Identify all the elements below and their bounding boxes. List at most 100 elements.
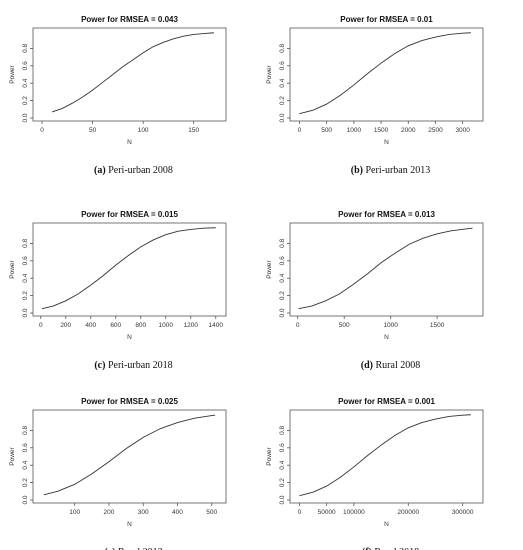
y-tick-label: 0.8 <box>279 239 286 248</box>
y-tick-label: 0.6 <box>22 256 29 265</box>
data-point <box>339 293 340 294</box>
data-point <box>298 308 299 309</box>
data-point <box>299 113 300 114</box>
data-point <box>153 46 154 47</box>
data-point <box>435 36 436 37</box>
caption-text: Rural 2008 <box>373 360 420 371</box>
data-point <box>394 53 395 54</box>
panel-caption: (e) Rural 2013 <box>104 547 162 550</box>
x-axis-label: N <box>384 139 389 146</box>
data-point <box>340 477 341 478</box>
chart-title: Power for RMSEA = 0.013 <box>338 210 435 219</box>
data-point <box>395 252 396 253</box>
plot-frame <box>289 222 484 317</box>
data-point <box>215 415 216 416</box>
data-point <box>41 308 42 309</box>
data-point <box>423 238 424 239</box>
data-point <box>215 227 216 228</box>
data-point <box>194 418 195 419</box>
plot-frame <box>32 409 227 504</box>
data-point <box>178 231 179 232</box>
data-point <box>380 63 381 64</box>
data-point <box>115 265 116 266</box>
data-point <box>470 414 471 415</box>
power-curve-line <box>41 227 216 310</box>
x-tick-label: 200000 <box>397 509 419 516</box>
x-tick-label: 100 <box>69 509 80 516</box>
y-axis-label: Power <box>9 64 16 83</box>
data-point <box>190 229 191 230</box>
data-point <box>353 466 354 467</box>
caption-letter: (c) <box>94 360 105 371</box>
data-point <box>381 262 382 263</box>
data-point <box>193 34 194 35</box>
caption-text: Rural 2018 <box>372 547 419 550</box>
data-point <box>173 38 174 39</box>
x-tick-label: 0 <box>298 127 302 134</box>
x-tick-label: 300000 <box>452 509 474 516</box>
chart-title: Power for RMSEA = 0.025 <box>81 397 178 406</box>
x-tick-label: 600 <box>110 322 121 329</box>
data-point <box>103 275 104 276</box>
data-point <box>394 435 395 436</box>
data-point <box>112 74 113 75</box>
caption-text: Rural 2013 <box>115 547 162 550</box>
data-point <box>74 484 75 485</box>
chart-panel-1: Power for RMSEA = 0.01 0.0 0.2 0.4 0.6 0.8 Pow… <box>266 15 484 176</box>
x-tick-label: 2500 <box>428 127 443 134</box>
x-tick-label: 200 <box>60 322 71 329</box>
data-point <box>409 244 410 245</box>
data-point <box>470 32 471 33</box>
caption-letter: (a) <box>94 165 106 176</box>
x-tick-label: 1000 <box>383 322 398 329</box>
x-axis-label: N <box>127 139 132 146</box>
power-curve-line <box>52 32 214 113</box>
panel-caption: (b) Peri-urban 2013 <box>351 165 430 176</box>
y-tick-label: 0.8 <box>22 239 29 248</box>
data-point <box>72 103 73 104</box>
panel-caption: (c) Peri-urban 2018 <box>94 360 172 371</box>
x-axis-label: N <box>127 521 132 528</box>
x-tick-label: 500 <box>339 322 350 329</box>
x-tick-label: 500 <box>206 509 217 516</box>
x-axis-label: N <box>127 334 132 341</box>
x-tick-label: 3000 <box>455 127 470 134</box>
data-point <box>153 239 154 240</box>
data-point <box>177 422 178 423</box>
data-point <box>82 97 83 98</box>
panel-caption: (a) Peri-urban 2008 <box>94 165 173 176</box>
y-tick-label: 0.0 <box>279 113 286 122</box>
power-curve-line <box>43 414 216 496</box>
data-point <box>140 246 141 247</box>
y-tick-label: 0.2 <box>22 291 29 300</box>
y-axis-label: Power <box>9 259 16 278</box>
y-tick-label: 0.6 <box>279 443 286 452</box>
data-point <box>421 40 422 41</box>
caption-letter: (b) <box>351 165 363 176</box>
x-tick-label: 1200 <box>184 322 199 329</box>
data-point <box>108 461 109 462</box>
data-point <box>143 437 144 438</box>
data-point <box>92 90 93 91</box>
x-tick-label: 500 <box>321 127 332 134</box>
data-point <box>163 42 164 43</box>
chart-title: Power for RMSEA = 0.043 <box>81 15 178 24</box>
data-point <box>312 110 313 111</box>
y-tick-label: 0.2 <box>279 478 286 487</box>
y-axis-label: Power <box>9 446 16 465</box>
power-curve-line <box>299 32 471 115</box>
y-axis-label: Power <box>266 259 273 278</box>
y-tick-label: 0.0 <box>22 113 29 122</box>
x-axis-label: N <box>384 334 389 341</box>
y-tick-label: 0.8 <box>22 44 29 53</box>
data-point <box>299 495 300 496</box>
data-point <box>211 415 212 416</box>
data-point <box>90 285 91 286</box>
data-point <box>451 230 452 231</box>
data-point <box>125 448 126 449</box>
x-tick-label: 150 <box>188 127 199 134</box>
x-tick-label: 800 <box>135 322 146 329</box>
data-point <box>462 33 463 34</box>
data-point <box>78 293 79 294</box>
data-point <box>312 492 313 493</box>
